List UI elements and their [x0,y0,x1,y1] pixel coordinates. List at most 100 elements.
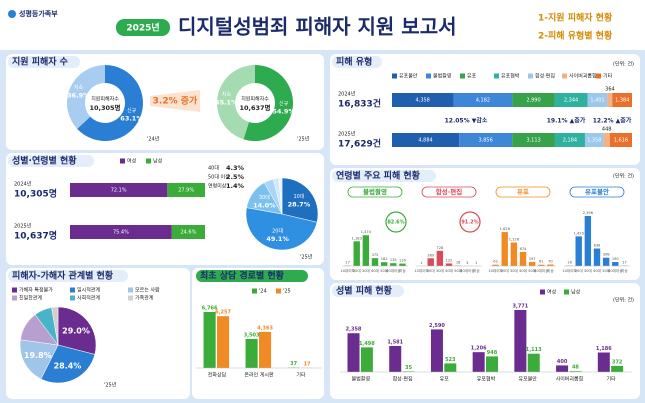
value-label: 369 [427,253,435,257]
title-pill [332,170,436,182]
badge-bg [116,19,170,36]
category-label: 30대 [584,268,592,273]
bar [402,371,415,372]
category-label: 40대 [519,268,527,273]
panel-title: 피해 유형 [336,56,372,68]
category-label: 온라인 게시판 [244,372,274,379]
bar [203,312,216,368]
page-title: 디지털성범죄 피해자 지원 보고서 [178,15,457,39]
panel-title: 성별 피해 현황 [336,285,393,297]
slice-name: 연령미상 [208,183,227,190]
category-label: 불법촬영 [352,376,370,383]
legend-label: 사회적관계 [77,295,100,302]
bar [472,352,485,372]
bar [514,310,527,372]
value-label: 116 [399,259,407,263]
subtitle: '25년 [300,254,313,261]
legend-swatch [426,73,431,79]
value-label: 4,884 [418,138,432,144]
bar [575,236,582,266]
category-label: 20대 [427,268,435,273]
value-label: 1,498 [359,341,375,347]
change-label: 3.2% 증가 [153,95,198,107]
row-label: 2024년 [338,91,356,98]
bar [510,242,518,266]
category-label: 40대 [445,268,453,273]
value-label: 398 [603,253,611,257]
slice-name: 신규 [127,107,137,114]
panel-title: 연령별 주요 피해 현황 [336,170,421,182]
slice-label: 49.1% [266,235,289,243]
slice-label: 36.9% [67,91,90,99]
group-pill [347,186,403,198]
value-label: 1 [475,261,477,265]
bar [430,329,443,372]
category-label: 60대이상 [608,268,623,273]
slice-label: 1.4% [226,182,245,190]
value-label: 948 [487,350,498,356]
bar [569,371,582,372]
unit: (단위: 건) [613,173,634,180]
bar-segment [70,225,172,239]
slice-label: 45.1% [215,99,238,107]
slice-name: 30대 [259,194,270,201]
legend-swatch [128,287,133,293]
bar [445,263,453,266]
bar-segment [607,93,613,107]
bar-segment [587,93,608,107]
value-label: 17 [304,361,311,367]
value-label: 61 [539,260,544,264]
group-title: 유포불안 [585,187,609,196]
value-label: 4,182 [476,98,490,104]
value-label: 2,990 [526,98,540,104]
bar [528,261,536,266]
bar-segment [453,93,513,107]
category-label: 60대이상 [386,268,401,273]
bar [597,352,610,372]
value-label: 182 [381,257,388,261]
value-label: 48 [572,365,579,371]
slice-label: 4.3% [226,164,245,172]
pie-slice [278,177,283,215]
value-label: 523 [445,357,456,363]
bar-segment [512,133,555,147]
category-label: 50대 [602,268,610,273]
bar [360,347,373,372]
legend-label: 합성·편집 [535,73,555,80]
donut-slice [67,65,105,129]
value-label: 674 [520,247,528,251]
row-total: 10,305명 [14,188,57,200]
highlight: 91.2% [461,220,478,226]
legend-label: 남성 [153,158,162,165]
bar [389,346,402,372]
category-label: 10대이하 [488,268,503,273]
category-label: 40대 [371,268,379,273]
category-label: 미상 [399,268,406,273]
category-label: 40대 [593,268,601,273]
center-label: 지원피해자수 [241,96,269,103]
center-label: 지원피해자수 [91,96,119,103]
bar [486,356,499,372]
pie-slice [57,306,97,355]
annotation: 12.2% ▲증가 [593,117,632,125]
category-label: 유포불안 [519,376,538,383]
bar-segment [603,133,610,147]
legend-swatch [528,73,533,79]
slice-label: 19.8% [24,351,52,360]
category-label: 50대 [380,268,388,273]
bar [427,258,434,266]
category-label: 미상 [473,268,480,273]
legend-label: 가족관계 [135,295,154,302]
bar [362,235,370,266]
value-label: 364 [605,87,615,93]
legend-swatch [70,295,75,301]
value-label: 3,771 [512,304,528,310]
title-pill [8,270,128,282]
annotation: 12.05% ▼감소 [445,117,488,125]
highlight: 82.6% [387,220,404,226]
legend-swatch [128,295,133,301]
value-label: 1,358 [587,138,601,144]
subtitle: '25년 [104,382,117,389]
bar [612,262,619,266]
value-label: 1,581 [387,340,403,346]
